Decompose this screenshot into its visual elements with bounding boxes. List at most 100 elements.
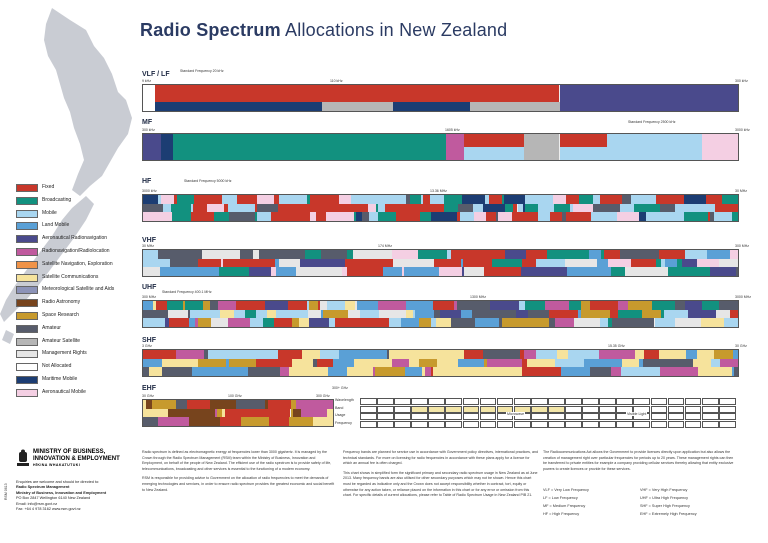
- allocation-segment: [683, 350, 686, 359]
- allocation-segment: [608, 318, 613, 327]
- allocation-segment: [450, 250, 469, 259]
- contact-email[interactable]: Email: info@rsm.govt.nz: [16, 501, 58, 506]
- allocation-segment: [696, 258, 719, 268]
- allocation-segment: [643, 358, 678, 368]
- allocation-segment: [698, 203, 715, 213]
- legend-swatch: [16, 260, 38, 269]
- allocation-segment: [233, 309, 245, 319]
- em-spectrum-cell: [428, 398, 446, 405]
- allocation-segment: [158, 417, 190, 426]
- uhf-note: Standard Frequency 400.1 MHz: [162, 290, 212, 294]
- ehf-row-band: Band: [335, 406, 344, 410]
- em-spectrum-cell: [565, 413, 582, 420]
- allocation-segment: [146, 400, 152, 409]
- allocation-segment: [143, 267, 160, 276]
- allocation-segment: [281, 408, 291, 418]
- allocation-segment: [211, 318, 228, 327]
- allocation-segment: [256, 212, 271, 221]
- allocation-segment: [351, 195, 372, 204]
- em-spectrum-cell: [701, 413, 719, 420]
- vhf-mid-freq: 174 MHz: [378, 244, 393, 248]
- ministry-name: MINISTRY OF BUSINESS, INNOVATION & EMPLO…: [33, 449, 153, 467]
- legend-swatch: [16, 337, 38, 346]
- allocation-segment: [625, 267, 669, 276]
- allocation-segment: [210, 301, 218, 310]
- contact-fax-web[interactable]: Fax: +64 4 978 3162 www.rsm.govt.nz: [16, 507, 81, 512]
- allocation-segment: [462, 258, 493, 268]
- allocation-segment: [461, 267, 464, 276]
- allocation-segment: [311, 309, 321, 319]
- print-reference: RSM 0613: [4, 483, 8, 500]
- allocation-segment: [333, 358, 354, 368]
- allocation-segment: [228, 203, 255, 213]
- allocation-segment: [561, 367, 590, 376]
- em-spectrum-cell: [428, 405, 446, 413]
- allocation-segment: [436, 318, 452, 327]
- legend-label: Radio Astronomy: [42, 299, 81, 306]
- allocation-segment: [515, 203, 518, 213]
- em-spectrum-cell: [462, 398, 480, 405]
- em-spectrum-cell: [667, 413, 685, 420]
- legend-label: Amateur: [42, 324, 61, 331]
- allocation-segment: [483, 358, 488, 368]
- em-spectrum-cell: [718, 420, 736, 428]
- text-column-3: The Radiocommunications Act allows the G…: [543, 450, 738, 472]
- allocation-segment: [464, 147, 524, 160]
- allocation-segment: [204, 350, 209, 359]
- legend-item-amateur-satellite: Amateur Satellite: [16, 337, 136, 347]
- allocation-segment: [378, 309, 406, 319]
- allocation-segment: [688, 309, 692, 319]
- abbr-ehf: EHF = Extremely High Frequency: [640, 512, 697, 516]
- em-spectrum-cell: [445, 405, 463, 413]
- allocation-segment: [345, 258, 354, 268]
- page-title: Radio Spectrum Allocations in New Zealan…: [140, 20, 508, 40]
- allocation-segment: [389, 195, 406, 204]
- allocation-segment: [554, 203, 570, 213]
- allocation-segment: [440, 267, 462, 276]
- allocation-segment: [285, 309, 307, 319]
- allocation-segment: [422, 367, 425, 376]
- contact-org: Radio Spectrum Management: [16, 485, 70, 490]
- allocation-segment: [296, 400, 314, 409]
- allocation-segment: [344, 301, 353, 310]
- allocation-segment: [660, 367, 699, 376]
- legend-item-management-rights: Management Rights: [16, 349, 136, 359]
- allocation-segment: [239, 250, 253, 259]
- allocation-segment: [377, 212, 396, 221]
- em-spectrum-cell: [548, 405, 565, 413]
- allocation-segment: [685, 350, 697, 359]
- allocation-segment: [328, 367, 347, 376]
- allocation-segment: [143, 318, 165, 327]
- allocation-segment: [167, 309, 189, 319]
- allocation-segment: [252, 250, 260, 259]
- allocation-segment: [696, 350, 715, 359]
- allocation-segment: [706, 250, 730, 259]
- em-spectrum-cell: [530, 413, 548, 420]
- abbr-mf: MF = Medium Frequency: [543, 504, 586, 508]
- allocation-segment: [143, 417, 159, 426]
- allocation-segment: [143, 358, 162, 368]
- abbreviations-left: VLF = Very Low Frequency LF = Low Freque…: [543, 486, 633, 518]
- allocation-segment: [417, 250, 447, 259]
- allocation-segment: [290, 408, 293, 418]
- allocation-segment: [154, 85, 560, 95]
- em-spectrum-cell: [616, 413, 634, 420]
- allocation-segment: [718, 301, 738, 310]
- legend-swatch: [16, 209, 38, 218]
- allocation-segment: [325, 212, 355, 221]
- allocation-segment: [188, 318, 195, 327]
- em-spectrum-cell: [667, 420, 685, 428]
- allocation-segment: [348, 309, 361, 319]
- allocation-segment: [214, 367, 248, 376]
- allocation-segment: [482, 350, 521, 359]
- allocation-segment: [307, 301, 310, 310]
- allocation-segment: [523, 203, 526, 213]
- legend-label: Mobile: [42, 209, 57, 216]
- allocation-segment: [731, 212, 738, 221]
- allocation-segment: [671, 258, 677, 268]
- allocation-segment: [306, 309, 309, 319]
- allocation-segment: [160, 267, 183, 276]
- vhf-end-freq: 300 MHz: [735, 244, 750, 248]
- allocation-segment: [470, 101, 560, 111]
- allocation-segment: [347, 250, 354, 259]
